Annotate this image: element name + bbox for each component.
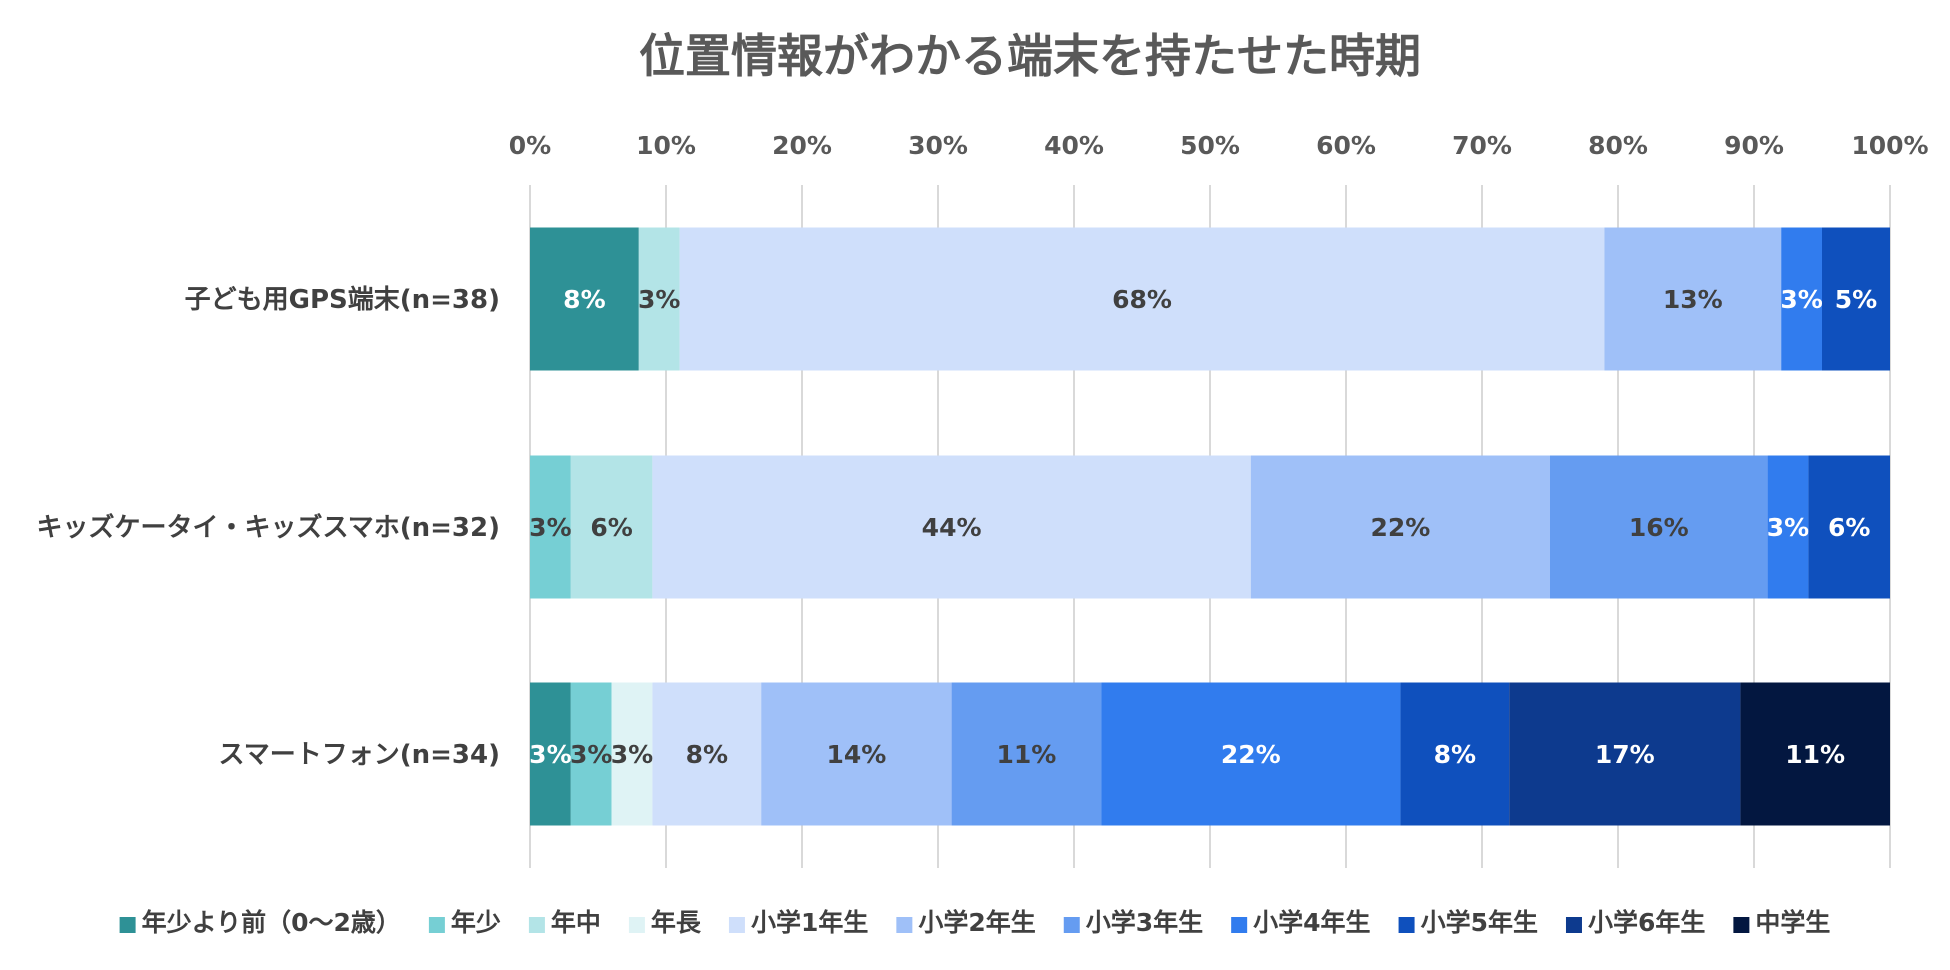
data-label: 44%: [922, 513, 982, 542]
legend-label: 年少: [451, 908, 501, 937]
data-label: 5%: [1835, 285, 1877, 314]
bar-segment: [1767, 455, 1809, 599]
bar-segment: [570, 682, 612, 826]
bar-segment: [652, 682, 762, 826]
data-label: 3%: [611, 740, 653, 769]
data-label: 3%: [1767, 513, 1809, 542]
legend-swatch: [896, 917, 913, 933]
bar-segment: [1101, 682, 1401, 826]
legend-item: 小学4年生: [1231, 908, 1371, 937]
data-label: 22%: [1370, 513, 1430, 542]
category-label: キッズケータイ・キッズスマホ(n=32): [37, 512, 500, 543]
bar-segment: [1740, 682, 1890, 826]
data-label: 13%: [1663, 285, 1723, 314]
bar-segment: [1822, 227, 1890, 371]
chart-title: 位置情報がわかる端末を持たせた時期: [639, 29, 1421, 83]
data-label: 8%: [563, 285, 605, 314]
legend-swatch: [1063, 917, 1080, 933]
bar-segment: [530, 455, 571, 599]
legend-item: 年長: [628, 908, 702, 937]
legend-swatch: [1398, 917, 1415, 933]
bar-segment: [1604, 227, 1782, 371]
bar-segment: [1808, 455, 1890, 599]
bar-segment: [638, 227, 680, 371]
legend-item: 小学1年生: [728, 908, 868, 937]
legend-swatch: [1565, 917, 1582, 933]
legend-item: 小学3年生: [1063, 908, 1203, 937]
legend-swatch: [1733, 917, 1750, 933]
data-label: 16%: [1629, 513, 1689, 542]
legend-item: 小学2年生: [896, 908, 1036, 937]
legend-label: 小学3年生: [1086, 908, 1203, 937]
x-tick-label: 70%: [1452, 131, 1512, 160]
data-label: 14%: [826, 740, 886, 769]
bar-segment: [1400, 682, 1510, 826]
x-tick-label: 90%: [1724, 131, 1784, 160]
legend-label: 小学2年生: [918, 908, 1035, 937]
bar-segment: [1250, 455, 1550, 599]
data-label: 68%: [1112, 285, 1172, 314]
data-label: 3%: [1780, 285, 1822, 314]
data-label: 22%: [1221, 740, 1281, 769]
legend-label: 小学6年生: [1588, 908, 1705, 937]
bar-segment: [761, 682, 952, 826]
bar-segment: [611, 682, 653, 826]
data-label: 3%: [529, 740, 571, 769]
legend-item: 中学生: [1733, 908, 1830, 937]
x-tick-label: 100%: [1851, 131, 1928, 160]
data-label: 17%: [1595, 740, 1655, 769]
data-label: 8%: [686, 740, 728, 769]
legend-label: 中学生: [1755, 908, 1830, 937]
legend-swatch: [628, 917, 645, 933]
legend-item: 小学6年生: [1565, 908, 1705, 937]
data-label: 6%: [590, 513, 632, 542]
legend-item: 年少より前（0〜2歳）: [119, 908, 401, 937]
data-label: 3%: [570, 740, 612, 769]
bar-segment: [530, 682, 571, 826]
bars: 8% 3% 68% 13% 3% 5%3% 6% 44% 22% 16% 3% 6%3%3%3% 8% 1…: [529, 227, 1890, 826]
data-label: 3%: [529, 513, 571, 542]
data-label: 11%: [996, 740, 1056, 769]
legend-swatch: [1231, 917, 1248, 933]
x-tick-label: 50%: [1180, 131, 1240, 160]
bar-segment: [1550, 455, 1768, 599]
legend-swatch: [119, 917, 136, 933]
legend-label: 小学1年生: [751, 908, 868, 937]
x-tick-label: 60%: [1316, 131, 1376, 160]
bar-segment: [1509, 682, 1741, 826]
category-labels: 子ども用GPS端末(n=38) キッズケータイ・キッズスマホ(n=32) スマートフ…: [37, 285, 500, 770]
category-label: 子ども用GPS端末(n=38): [185, 285, 500, 315]
legend-item: 年少: [428, 908, 501, 937]
legend-label: 年長: [651, 908, 702, 937]
x-axis-tick-labels: 0% 10% 20% 30% 40% 50% 60% 70% 80% 90% 100%: [509, 131, 1929, 160]
bar-segment: [951, 682, 1102, 826]
data-label: 6%: [1828, 513, 1870, 542]
legend-item: 小学5年生: [1398, 908, 1538, 937]
legend-swatch: [728, 917, 745, 933]
legend-label: 小学4年生: [1253, 908, 1370, 937]
legend: 年少より前（0〜2歳） 年少 年中 年長 小学1年生 小学2年生 小学3年生 小学4年生 小学5…: [119, 908, 1830, 937]
legend-swatch: [528, 917, 545, 933]
bar-segment: [1781, 227, 1822, 371]
x-tick-label: 40%: [1044, 131, 1104, 160]
category-label: スマートフォン(n=34): [219, 740, 500, 770]
legend-swatch: [428, 917, 445, 933]
x-tick-label: 10%: [636, 131, 696, 160]
legend-label: 年少より前（0〜2歳）: [142, 908, 401, 937]
legend-label: 小学5年生: [1421, 908, 1538, 937]
data-label: 8%: [1434, 740, 1476, 769]
x-tick-label: 80%: [1588, 131, 1648, 160]
legend-item: 年中: [528, 908, 601, 937]
bar-segment: [679, 227, 1605, 371]
bar-segment: [652, 455, 1251, 599]
x-tick-label: 20%: [772, 131, 832, 160]
bar-segment: [530, 227, 639, 371]
x-tick-label: 30%: [908, 131, 968, 160]
legend-label: 年中: [551, 908, 601, 937]
data-label: 11%: [1785, 740, 1845, 769]
data-label: 3%: [638, 285, 680, 314]
bar-segment: [570, 455, 653, 599]
x-tick-label: 0%: [509, 131, 551, 160]
